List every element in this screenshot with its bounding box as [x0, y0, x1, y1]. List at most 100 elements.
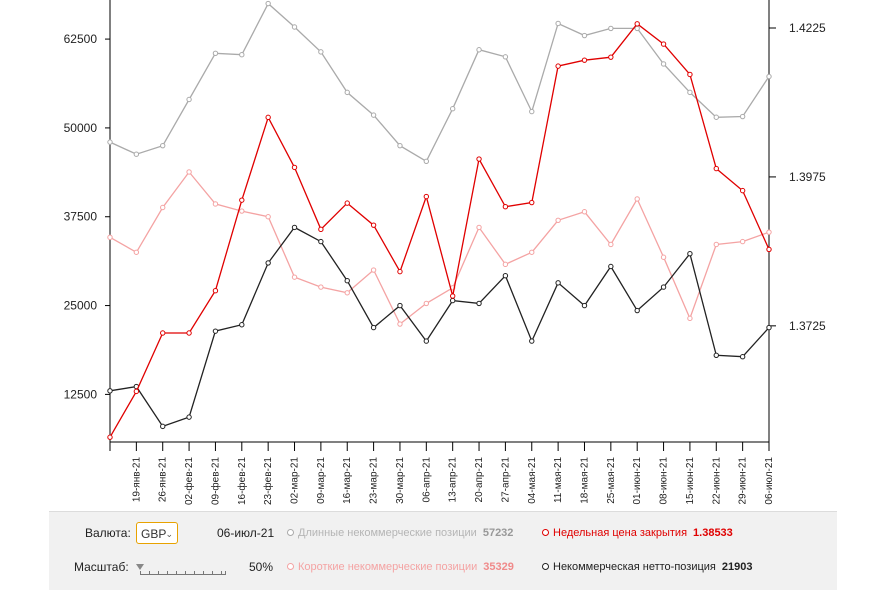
circle-icon: [287, 528, 294, 536]
series-point: [423, 338, 430, 344]
series-point: [370, 112, 377, 118]
slider-tick: [185, 571, 186, 575]
series-point: [239, 52, 245, 58]
series-point: [581, 302, 588, 309]
series-point: [186, 330, 192, 336]
series-line: [109, 22, 770, 438]
legend-long[interactable]: Длинные некоммерческие позиции 57232: [287, 527, 513, 539]
series-point: [397, 302, 403, 309]
series-point: [713, 241, 719, 248]
series-point: [476, 224, 482, 231]
series-point: [687, 71, 693, 78]
series-point: [502, 261, 509, 268]
series-point: [660, 61, 667, 67]
control-panel: Валюта: GBP ⌄ 06-июл-21 Длинные некоммер…: [49, 511, 837, 590]
series-point: [370, 222, 377, 228]
series-point: [581, 57, 588, 63]
series-point: [160, 423, 166, 430]
series-point: [160, 204, 166, 211]
series-point: [107, 234, 113, 241]
slider-thumb[interactable]: [136, 564, 144, 570]
series-point: [133, 388, 140, 395]
series-point: [239, 322, 245, 328]
slider-tick: [149, 571, 150, 575]
scale-label: Масштаб:: [74, 560, 129, 574]
series-point: [581, 32, 588, 39]
series-point: [212, 287, 219, 294]
series-point: [713, 114, 719, 120]
x-tick-label: 08-июн-21: [659, 457, 670, 505]
series-point: [160, 330, 166, 336]
series-point: [634, 25, 640, 32]
series-point: [502, 204, 509, 210]
x-tick-label: 09-мар-21: [316, 457, 327, 504]
currency-select[interactable]: GBP ⌄: [136, 522, 178, 544]
series-point: [766, 246, 772, 253]
series-point: [687, 250, 693, 257]
y-right-tick-label: 1.3725: [789, 319, 826, 333]
series-point: [713, 352, 719, 359]
series-point: [397, 142, 403, 149]
cot-line-chart: 12500 25000 37500 50000 62500 1.3725 1.3975 1.4…: [64, 0, 826, 505]
series-point: [449, 293, 456, 299]
x-tick-label: 06-июл-21: [764, 457, 775, 505]
series-point: [423, 158, 430, 165]
series-point: [766, 73, 772, 80]
x-tick-label: 13-апр-21: [448, 457, 459, 503]
series-point: [529, 199, 535, 206]
series-point: [555, 20, 561, 27]
x-tick-label: 02-фев-21: [183, 457, 195, 505]
slider-tick: [194, 571, 195, 575]
x-axis-labels: 12-янв-21 19-янв-21 26-янв-21 02-фев-21 09-ф…: [109, 442, 775, 505]
x-tick-label: 25-мая-21: [606, 457, 617, 504]
series-point: [581, 209, 588, 215]
legend-short[interactable]: Короткие некоммерческие позиции 35329: [287, 561, 514, 573]
series-line: [109, 226, 770, 428]
series-line: [109, 2, 770, 163]
series-point: [555, 63, 561, 69]
x-tick-label: 09-фев-21: [209, 457, 221, 505]
x-tick-label: 23-мар-21: [369, 457, 380, 504]
circle-icon: [542, 528, 549, 536]
series-point: [476, 156, 482, 162]
series-point: [265, 260, 271, 266]
series-point: [344, 277, 350, 284]
y-left-tick-label: 25000: [64, 299, 98, 313]
series-point: [370, 324, 377, 331]
series-point: [239, 197, 245, 203]
current-date: 06-июл-21: [217, 526, 275, 540]
x-tick-label: 29-июн-21: [738, 457, 749, 505]
legend-net[interactable]: Некоммерческая нетто-позиция 21903: [542, 561, 752, 573]
legend-net-label: Некоммерческая нетто-позиция: [553, 561, 716, 573]
y-left-tick-label: 50000: [64, 121, 98, 135]
series-point: [529, 108, 535, 115]
x-tick-label: 15-июн-21: [685, 457, 696, 505]
series-point: [608, 25, 614, 32]
slider-tick: [167, 571, 168, 575]
legend-net-value: 21903: [721, 561, 753, 573]
series-point: [660, 284, 667, 290]
slider-tick: [158, 571, 159, 575]
series-point: [291, 164, 298, 171]
series-point: [291, 24, 298, 30]
series-positions: [107, 169, 772, 327]
series-point: [739, 354, 746, 360]
series-point: [739, 113, 746, 120]
series-point: [608, 263, 614, 270]
legend-short-value: 35329: [483, 561, 514, 573]
legend-price[interactable]: Недельная цена закрытия 1.38533: [542, 527, 733, 539]
series-point: [133, 151, 140, 157]
series-point: [370, 267, 377, 273]
scale-slider[interactable]: [136, 564, 226, 577]
series-point: [449, 297, 456, 304]
series-point: [265, 114, 271, 121]
series-point: [212, 328, 219, 334]
currency-label: Валюта:: [85, 526, 131, 540]
series-point: [318, 238, 324, 245]
x-tick-label: 04-мая-21: [527, 457, 538, 504]
series-point: [344, 290, 350, 296]
series-point: [133, 249, 140, 255]
chevron-down-icon: ⌄: [165, 529, 173, 539]
x-tick-label: 01-июн-21: [632, 457, 643, 505]
slider-tick: [212, 571, 213, 575]
